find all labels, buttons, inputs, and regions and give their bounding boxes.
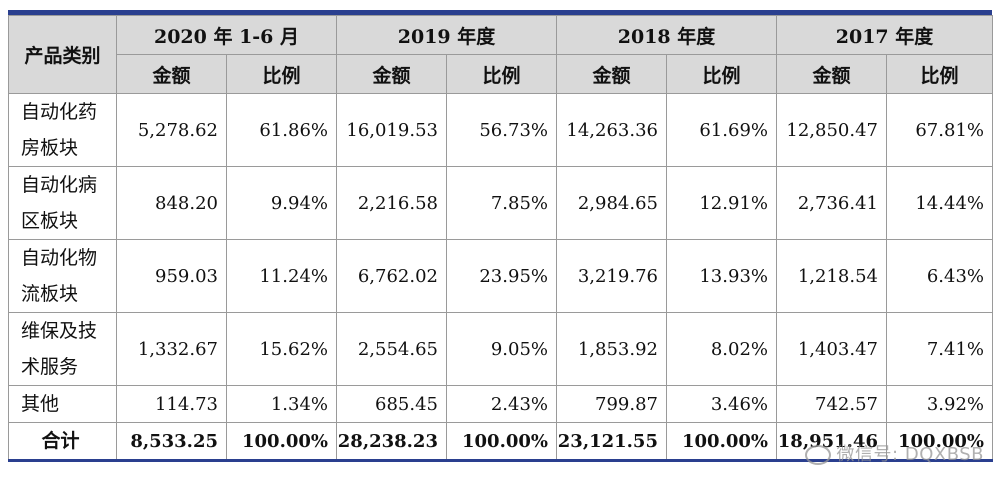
revenue-table: 产品类别 2020 年 1-6 月 2019 年度 2018 年度 2017 年… [8, 15, 993, 462]
cell: 61.86% [226, 93, 337, 167]
cell: 1,218.54 [776, 239, 887, 313]
cell: 14.44% [886, 166, 993, 240]
total-cell: 8,533.25 [116, 422, 227, 462]
row-category: 维保及技术服务 [8, 312, 117, 386]
table-row: 自动化药房板块 5,278.62 61.86% 16,019.53 56.73%… [8, 93, 993, 167]
cell: 23.95% [446, 239, 557, 313]
ratio-header: 比例 [226, 54, 337, 94]
cell: 1,403.47 [776, 312, 887, 386]
total-row: 合计 8,533.25 100.00% 28,238.23 100.00% 23… [8, 422, 993, 462]
cell: 3.46% [666, 385, 777, 423]
ratio-header: 比例 [446, 54, 557, 94]
cell: 1,853.92 [556, 312, 667, 386]
cell: 11.24% [226, 239, 337, 313]
table-row: 自动化病区板块 848.20 9.94% 2,216.58 7.85% 2,98… [8, 166, 993, 240]
cell: 67.81% [886, 93, 993, 167]
cell: 2,984.65 [556, 166, 667, 240]
cell: 3,219.76 [556, 239, 667, 313]
cell: 56.73% [446, 93, 557, 167]
cell: 2,736.41 [776, 166, 887, 240]
cell: 1,332.67 [116, 312, 227, 386]
total-cell: 100.00% [886, 422, 993, 462]
wechat-icon [804, 445, 831, 465]
cell: 848.20 [116, 166, 227, 240]
ratio-header: 比例 [666, 54, 777, 94]
cell: 12,850.47 [776, 93, 887, 167]
cell: 15.62% [226, 312, 337, 386]
cell: 12.91% [666, 166, 777, 240]
cell: 742.57 [776, 385, 887, 423]
total-cell: 18,951.46 [776, 422, 887, 462]
top-rule [8, 10, 992, 15]
cell: 2,216.58 [336, 166, 447, 240]
cell: 2,554.65 [336, 312, 447, 386]
cell: 3.92% [886, 385, 993, 423]
amount-header: 金额 [116, 54, 227, 94]
cell: 6.43% [886, 239, 993, 313]
header-row-2: 金额 比例 金额 比例 金额 比例 金额 比例 [9, 54, 993, 94]
cell: 16,019.53 [336, 93, 447, 167]
cell: 14,263.36 [556, 93, 667, 167]
cell: 1.34% [226, 385, 337, 423]
cell: 9.94% [226, 166, 337, 240]
row-category: 自动化药房板块 [8, 93, 117, 167]
row-category: 其他 [8, 385, 117, 423]
cell: 7.41% [886, 312, 993, 386]
watermark-text: 微信号: DQXBSB [836, 444, 984, 465]
cell: 5,278.62 [116, 93, 227, 167]
cell: 2.43% [446, 385, 557, 423]
table-container: 产品类别 2020 年 1-6 月 2019 年度 2018 年度 2017 年… [8, 10, 993, 462]
period-header: 2017 年度 [776, 15, 993, 55]
cell: 7.85% [446, 166, 557, 240]
period-header: 2019 年度 [336, 15, 557, 55]
header-row-1: 产品类别 2020 年 1-6 月 2019 年度 2018 年度 2017 年… [8, 15, 993, 94]
total-cell: 100.00% [446, 422, 557, 462]
row-category: 自动化病区板块 [8, 166, 117, 240]
period-header: 2018 年度 [556, 15, 777, 55]
total-cell: 100.00% [226, 422, 337, 462]
total-label: 合计 [8, 422, 117, 462]
table-row: 维保及技术服务 1,332.67 15.62% 2,554.65 9.05% 1… [8, 312, 993, 386]
cell: 6,762.02 [336, 239, 447, 313]
cell: 9.05% [446, 312, 557, 386]
cell: 959.03 [116, 239, 227, 313]
total-cell: 23,121.55 [556, 422, 667, 462]
cell: 685.45 [336, 385, 447, 423]
total-cell: 100.00% [666, 422, 777, 462]
cell: 13.93% [666, 239, 777, 313]
cell: 8.02% [666, 312, 777, 386]
row-category: 自动化物流板块 [8, 239, 117, 313]
table-row: 自动化物流板块 959.03 11.24% 6,762.02 23.95% 3,… [8, 239, 993, 313]
period-header: 2020 年 1-6 月 [116, 15, 337, 55]
category-header: 产品类别 [8, 15, 117, 94]
watermark: 微信号: DQXBSB [804, 440, 984, 466]
table-row: 其他 114.73 1.34% 685.45 2.43% 799.87 3.46… [8, 385, 993, 423]
amount-header: 金额 [776, 54, 887, 94]
cell: 114.73 [116, 385, 227, 423]
total-cell: 28,238.23 [336, 422, 447, 462]
amount-header: 金额 [336, 54, 447, 94]
cell: 799.87 [556, 385, 667, 423]
cell: 61.69% [666, 93, 777, 167]
ratio-header: 比例 [886, 54, 993, 94]
amount-header: 金额 [556, 54, 667, 94]
